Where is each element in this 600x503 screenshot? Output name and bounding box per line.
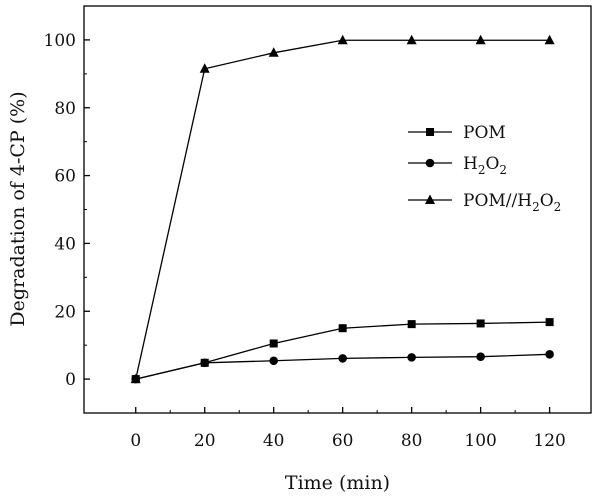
- series-pom-h2o2-point: [406, 34, 417, 45]
- x-tick-label: 40: [263, 431, 285, 451]
- y-tick-label: 40: [54, 234, 76, 254]
- legend: POM H2O2 POM//H2O2: [408, 123, 561, 214]
- series-pom-h2o2: [130, 34, 555, 384]
- series-h2o2-point: [338, 354, 347, 363]
- y-tick-label: 20: [54, 302, 76, 322]
- series-h2o2-point: [407, 353, 416, 362]
- series-h2o2-point: [545, 350, 554, 359]
- series-layer: [130, 34, 555, 384]
- legend-item-pom-h2o2: POM//H2O2: [408, 191, 561, 214]
- x-tick-label: 60: [332, 431, 354, 451]
- series-pom-h2o2-point: [544, 34, 555, 45]
- x-tick-label: 0: [130, 431, 141, 451]
- series-pom-point: [269, 339, 278, 348]
- series-pom: [131, 318, 554, 384]
- series-pom-point: [407, 320, 416, 329]
- legend-marker: [426, 128, 434, 136]
- x-tick-label: 100: [464, 431, 496, 451]
- y-tick-label: 0: [65, 370, 76, 390]
- x-axis-ticks: 0 20 40 60 80 100 120: [130, 407, 566, 451]
- x-tick-label: 80: [401, 431, 423, 451]
- x-axis-title: Time (min): [285, 472, 390, 494]
- y-tick-label: 100: [44, 31, 76, 51]
- series-pom-point: [476, 319, 485, 328]
- series-h2o2-point: [200, 358, 210, 368]
- legend-marker: [425, 194, 435, 204]
- series-h2o2: [131, 350, 554, 384]
- series-pom-h2o2-point: [130, 373, 141, 384]
- x-tick-label: 120: [533, 431, 565, 451]
- series-h2o2-point: [476, 352, 485, 361]
- legend-item-h2o2: H2O2: [408, 154, 507, 177]
- legend-marker: [425, 158, 435, 168]
- y-axis-ticks: 0 20 40 60 80 100: [44, 31, 90, 390]
- series-pom-h2o2-point: [337, 34, 348, 45]
- legend-item-pom: POM: [408, 123, 506, 143]
- y-tick-label: 60: [54, 167, 76, 187]
- series-pom-point: [545, 318, 554, 327]
- series-pom-point: [338, 324, 347, 333]
- series-h2o2-point: [269, 356, 278, 366]
- y-tick-label: 80: [54, 99, 76, 119]
- legend-label: H2O2: [463, 154, 507, 177]
- y-axis-title: Degradation of 4-CP (%): [7, 91, 29, 326]
- x-tick-label: 20: [194, 431, 216, 451]
- series-pom-h2o2-point: [199, 63, 210, 73]
- legend-label: POM: [463, 123, 506, 143]
- series-pom-h2o2-point: [475, 34, 486, 45]
- series-pom-h2o2-point: [268, 47, 279, 57]
- legend-label: POM//H2O2: [463, 191, 561, 214]
